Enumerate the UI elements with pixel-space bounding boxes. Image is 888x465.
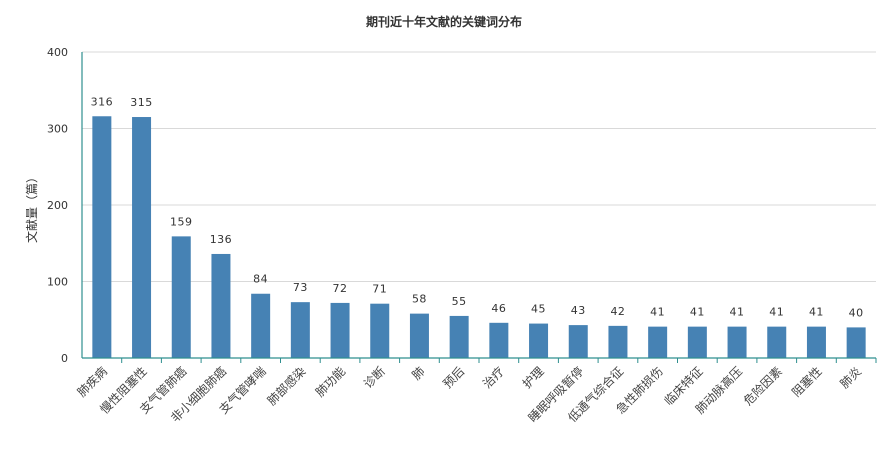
data-label: 46 <box>491 302 506 315</box>
bar <box>727 326 747 358</box>
bar <box>529 323 549 358</box>
x-tick-label: 诊断 <box>360 364 388 392</box>
x-tick-label: 肺功能 <box>313 364 348 399</box>
bar <box>132 117 152 359</box>
axes <box>81 52 877 363</box>
data-label: 72 <box>333 282 348 295</box>
bar <box>449 315 469 358</box>
data-label: 41 <box>769 306 784 319</box>
bar <box>171 236 191 358</box>
y-tick-label: 100 <box>47 276 68 289</box>
bar <box>568 325 588 358</box>
x-tick-label: 预后 <box>440 364 467 391</box>
data-label: 316 <box>91 95 114 108</box>
y-axis-title: 文献量（篇） <box>24 171 39 243</box>
y-tick-label: 400 <box>47 46 68 59</box>
x-tick-label: 阻塞性 <box>788 364 824 400</box>
bar <box>211 253 231 358</box>
y-tick-label: 300 <box>47 123 68 136</box>
data-label: 159 <box>170 215 193 228</box>
bar <box>608 325 628 358</box>
bar <box>806 326 826 358</box>
bar <box>687 326 707 358</box>
y-tick-label: 200 <box>47 199 68 212</box>
x-tick-labels: 肺疾病慢性阻塞性支气管肺癌非小细胞肺癌支气管哮喘肺部感染 肺功能 诊断肺预后 治疗 护理… <box>74 364 864 426</box>
data-label: 84 <box>253 273 268 286</box>
x-tick-label: 肺 <box>409 364 427 382</box>
bar <box>846 327 866 358</box>
x-tick-label: 危险因素 <box>740 364 785 409</box>
bar <box>370 303 390 358</box>
data-label: 58 <box>412 293 427 306</box>
data-label: 73 <box>293 281 308 294</box>
x-tick-label: 肺疾病 <box>74 364 110 400</box>
bar <box>330 302 350 358</box>
data-label: 41 <box>690 306 705 319</box>
bar <box>251 293 271 358</box>
data-label: 41 <box>730 306 745 319</box>
data-label: 40 <box>849 306 864 319</box>
bar <box>92 116 112 358</box>
x-tick-label: 治疗 <box>480 364 507 391</box>
data-label: 41 <box>809 306 824 319</box>
x-tick-label: 肺炎 <box>837 364 864 391</box>
grid-lines <box>82 51 876 282</box>
bars <box>92 116 866 359</box>
x-tick-label: 护理 <box>520 364 547 391</box>
data-label: 136 <box>210 233 233 246</box>
data-label: 55 <box>452 295 467 308</box>
data-label: 43 <box>571 304 586 317</box>
bar <box>648 326 668 358</box>
data-label: 45 <box>531 303 546 316</box>
data-label: 41 <box>650 306 665 319</box>
data-label: 42 <box>610 305 625 318</box>
data-label: 71 <box>372 283 387 296</box>
y-tick-label: 0 <box>61 352 68 365</box>
y-tick-labels: 0 100 200 300 400 <box>47 46 68 365</box>
bar <box>489 322 509 358</box>
x-tick-label: 肺部感染 <box>264 364 309 409</box>
bar <box>409 313 429 358</box>
bar <box>290 302 310 358</box>
data-labels: 316 315 159 136 84 73 72 71 58 55 46 45 43 42 41 41 41 41… <box>91 95 864 319</box>
data-label: 315 <box>130 96 153 109</box>
bar <box>767 326 787 358</box>
chart-title: 期刊近十年文献的关键词分布 <box>366 14 522 29</box>
